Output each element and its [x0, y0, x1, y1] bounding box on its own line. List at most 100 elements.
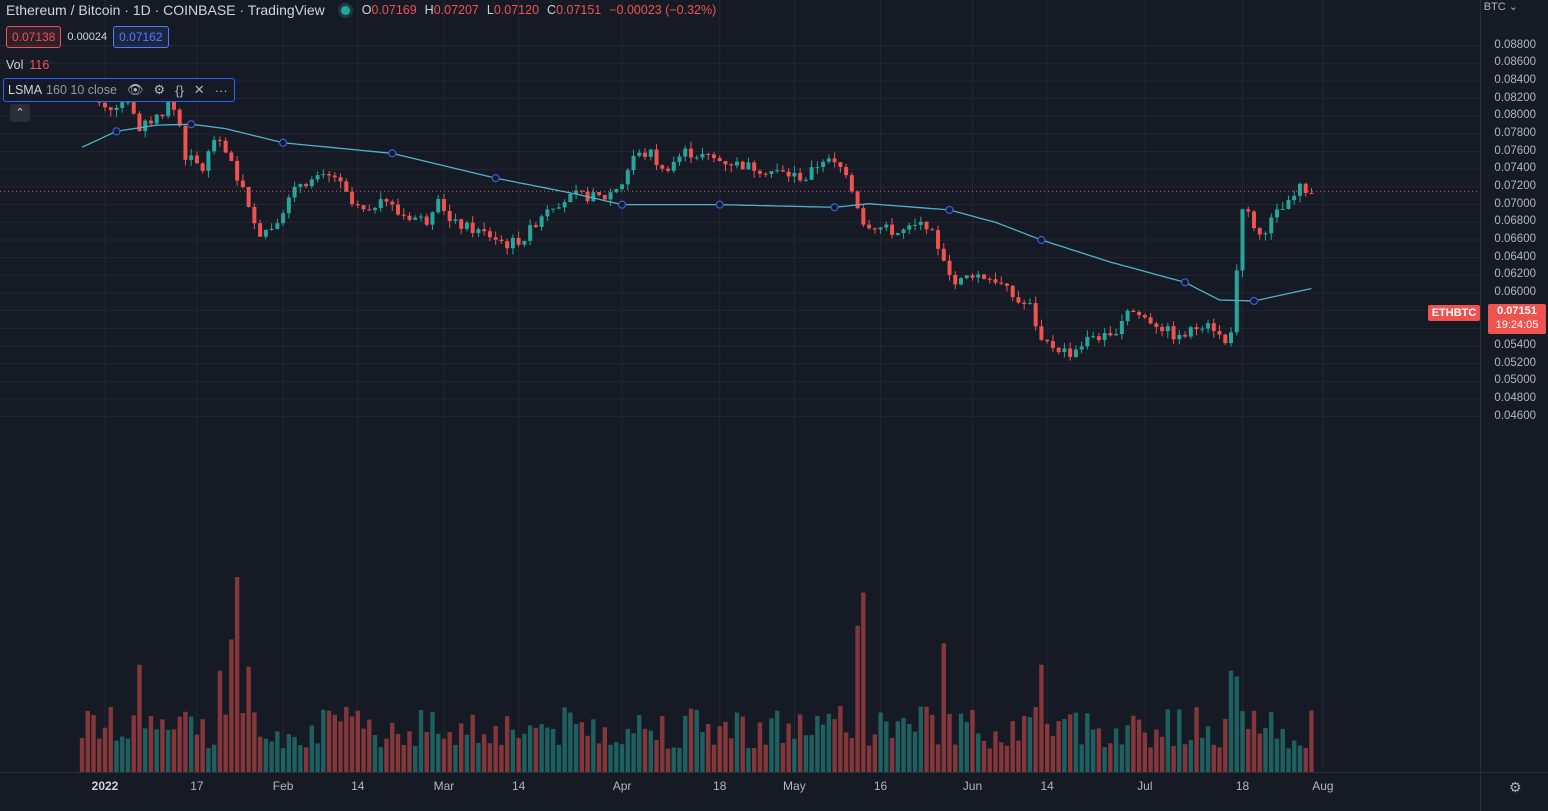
symbol-header: Ethereum / Bitcoin · 1D · COINBASE · Tra…: [6, 0, 716, 20]
volume-bar: [625, 728, 630, 772]
candle-body: [1108, 333, 1113, 336]
market-status-icon[interactable]: [340, 5, 350, 15]
volume-bar: [349, 716, 355, 772]
candle-body: [711, 154, 716, 159]
candle-body: [125, 102, 130, 104]
candle-body: [964, 275, 969, 279]
volume-bar: [217, 670, 223, 772]
volume-bar: [292, 737, 297, 772]
candle-body: [1085, 336, 1090, 347]
candle-body: [309, 179, 314, 187]
candle-body: [355, 204, 360, 206]
candle-body: [740, 161, 745, 170]
volume-bar: [884, 721, 889, 772]
candle-body: [1102, 333, 1107, 341]
volume-legend[interactable]: Vol 116: [6, 58, 49, 72]
bar-countdown: 19:24:05: [1495, 319, 1539, 331]
volume-bar: [1148, 747, 1153, 772]
volume-bar: [872, 734, 878, 772]
candle-body: [1142, 314, 1147, 318]
candle-body: [551, 208, 556, 210]
volume-bar: [1119, 744, 1125, 772]
candle-body: [1045, 339, 1050, 342]
candle-body: [562, 202, 567, 208]
candle-body: [1114, 334, 1119, 336]
candle-body: [620, 184, 625, 190]
chart-grid: [0, 0, 1480, 772]
candle-body: [1022, 302, 1027, 304]
volume-bar: [797, 714, 803, 772]
candle-body: [700, 154, 705, 158]
candle-body: [252, 206, 257, 224]
volume-bar: [958, 713, 964, 772]
more-icon[interactable]: ···: [214, 82, 228, 98]
candle-body: [1194, 327, 1199, 330]
volume-bar: [1056, 721, 1061, 772]
volume-bar: [1016, 740, 1021, 772]
volume-bar: [211, 744, 217, 772]
candle-body: [1010, 285, 1015, 298]
gear-icon[interactable]: ⚙: [153, 82, 166, 97]
volume-bar: [303, 747, 309, 772]
candle-body: [338, 177, 343, 182]
candle-body: [131, 102, 136, 114]
currency-selector[interactable]: BTC ⌄: [1483, 1, 1518, 13]
lsma-marker: [278, 138, 288, 147]
volume-bar: [688, 708, 694, 772]
volume-bar: [390, 722, 395, 772]
candle-body: [430, 212, 435, 225]
candle-body: [407, 215, 412, 220]
collapse-legend-button[interactable]: ⌃: [10, 104, 30, 122]
volume-bar: [1090, 729, 1096, 772]
candle-body: [1154, 323, 1159, 327]
price-candles: [80, 80, 1314, 361]
candle-body: [235, 160, 240, 181]
open-label: O: [361, 3, 372, 17]
eye-icon[interactable]: 👁: [126, 82, 144, 97]
chart-settings-icon[interactable]: ⚙: [1509, 779, 1522, 795]
volume-bar: [143, 728, 148, 772]
sell-price-button[interactable]: 0.07138: [6, 26, 62, 48]
candle-body: [1056, 347, 1061, 353]
candle-body: [1160, 326, 1165, 332]
candle-body: [1073, 349, 1078, 357]
volume-bar: [1113, 728, 1119, 772]
candle-body: [1165, 326, 1170, 332]
candle-body: [637, 152, 642, 156]
candle-body: [298, 184, 303, 187]
volume-bar: [527, 725, 533, 772]
candle-body: [803, 179, 808, 181]
volume-bar: [660, 716, 665, 772]
volume-bar: [912, 731, 918, 772]
volume-bar: [223, 714, 228, 772]
volume-bar: [160, 719, 165, 772]
candle-body: [930, 229, 935, 231]
candle-body: [855, 191, 860, 209]
candle-body: [826, 158, 831, 162]
price-tick-label: 0.07800: [1494, 126, 1536, 139]
symbol-title[interactable]: Ethereum / Bitcoin · 1D · COINBASE · Tra…: [6, 2, 325, 18]
candle-body: [143, 120, 148, 132]
candle-body: [217, 139, 222, 141]
volume-bar: [970, 709, 975, 772]
candle-body: [901, 229, 906, 234]
candle-body: [367, 209, 372, 211]
volume-bar: [367, 719, 372, 772]
volume-bar: [608, 744, 613, 772]
volume-bar: [418, 709, 424, 772]
candle-body: [246, 187, 251, 207]
volume-bar: [711, 744, 717, 772]
source-code-icon[interactable]: {}: [175, 82, 184, 98]
candle-body: [769, 171, 774, 174]
candle-body: [516, 237, 521, 245]
candle-body: [895, 233, 900, 235]
candle-body: [332, 175, 337, 178]
close-icon[interactable]: ✕: [193, 82, 205, 97]
volume-bar: [1269, 712, 1274, 772]
candle-body: [160, 114, 165, 117]
indicator-legend[interactable]: LSMA 160 10 close 👁 ⚙ {} ✕ ···: [3, 78, 235, 102]
volume-bar: [148, 716, 154, 772]
time-tick-label: Apr: [612, 779, 632, 793]
buy-price-button[interactable]: 0.07162: [113, 26, 169, 48]
